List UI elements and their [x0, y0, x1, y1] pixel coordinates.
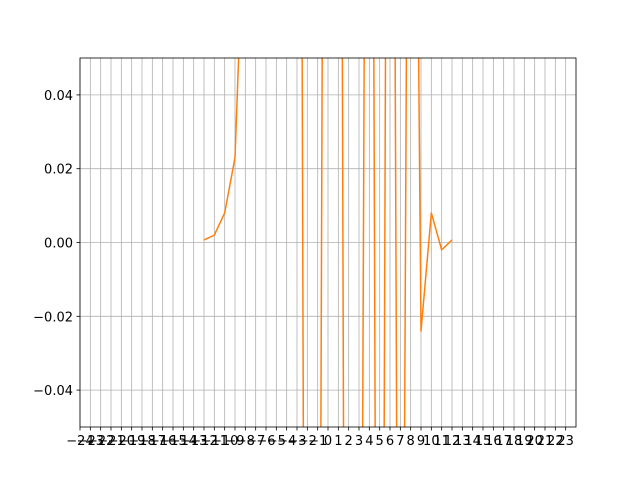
x-tick-label: −1	[308, 434, 327, 449]
x-tick-label: 20	[526, 434, 543, 449]
x-tick-label: 3	[355, 434, 363, 449]
x-tick-label: 7	[396, 434, 404, 449]
x-tick-label: −23	[77, 434, 104, 449]
x-tick-label: 9	[417, 434, 425, 449]
x-tick-label: −24	[66, 434, 93, 449]
y-tick-label: −0.02	[33, 310, 73, 325]
y-tick-label: −0.04	[33, 384, 73, 399]
x-tick-label: 18	[506, 434, 523, 449]
x-tick-label: −12	[190, 434, 217, 449]
x-tick-label: 15	[475, 434, 492, 449]
x-tick-label: −10	[211, 434, 238, 449]
x-tick-label: −4	[277, 434, 296, 449]
x-tick-label: 21	[537, 434, 554, 449]
x-tick-label: −17	[139, 434, 166, 449]
x-tick-label: 14	[464, 434, 481, 449]
x-tick-label: 10	[423, 434, 440, 449]
x-tick-label: 19	[516, 434, 533, 449]
x-tick-label: −3	[287, 434, 306, 449]
x-tick-label: −16	[149, 434, 176, 449]
x-tick-label: −11	[201, 434, 228, 449]
y-tick-label: 0.00	[44, 237, 73, 252]
x-tick-label: −6	[256, 434, 275, 449]
x-tick-label: −20	[108, 434, 135, 449]
x-tick-label: −13	[180, 434, 207, 449]
x-tick-label: −21	[97, 434, 124, 449]
x-tick-label: 23	[557, 434, 574, 449]
x-tick-label: −9	[225, 434, 244, 449]
x-tick-label: −14	[170, 434, 197, 449]
x-tick-label: 22	[547, 434, 564, 449]
x-tick-label: −8	[236, 434, 255, 449]
x-tick-label: 6	[386, 434, 394, 449]
x-tick-label: −19	[118, 434, 145, 449]
plot-frame	[79, 57, 577, 428]
x-tick-label: −5	[267, 434, 286, 449]
x-tick-label: 2	[345, 434, 353, 449]
x-tick-label: 1	[334, 434, 342, 449]
y-tick-label: 0.02	[44, 163, 73, 178]
x-tick-label: −18	[128, 434, 155, 449]
x-tick-label: 8	[407, 434, 415, 449]
y-tick-label: 0.04	[44, 89, 73, 104]
x-tick-label: 0	[324, 434, 332, 449]
x-tick-label: 5	[376, 434, 384, 449]
x-tick-label: 12	[444, 434, 461, 449]
x-tick-label: 17	[495, 434, 512, 449]
x-tick-label: 13	[454, 434, 471, 449]
x-tick-label: 4	[365, 434, 373, 449]
x-tick-label: 11	[433, 434, 450, 449]
x-tick-label: 16	[485, 434, 502, 449]
x-tick-label: −22	[87, 434, 114, 449]
x-tick-label: −7	[246, 434, 265, 449]
x-tick-label: −15	[159, 434, 186, 449]
x-tick-label: −2	[298, 434, 317, 449]
